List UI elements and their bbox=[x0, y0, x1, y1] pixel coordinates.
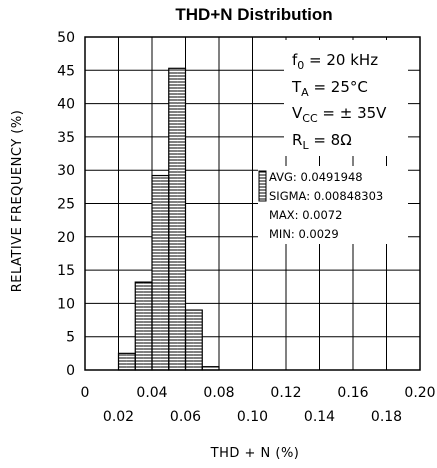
chart-title: THD+N Distribution bbox=[175, 5, 332, 24]
histogram-bar bbox=[126, 353, 136, 370]
x-tick-label: 0 bbox=[81, 385, 90, 401]
x-tick-label: 0.02 bbox=[103, 409, 134, 425]
histogram-bar bbox=[185, 310, 194, 370]
x-tick-label: 0.14 bbox=[304, 409, 335, 425]
x-tick-label: 0.20 bbox=[404, 385, 435, 401]
histogram-bar bbox=[160, 175, 169, 370]
plot-frame bbox=[84, 36, 421, 371]
x-tick-labels: 0 0.04 0.08 0.12 0.16 0.20 0.02 0.06 0.10 0.14 0.1… bbox=[81, 385, 436, 425]
stat-avg: AVG: 0.0491948 bbox=[269, 170, 363, 184]
histogram-bar bbox=[152, 175, 161, 370]
stat-min: MIN: 0.0029 bbox=[269, 227, 339, 241]
histogram-bar bbox=[177, 68, 186, 370]
x-tick-label: 0.18 bbox=[371, 409, 402, 425]
condition-line: VCC = ± 35V bbox=[292, 104, 387, 125]
histogram-bar bbox=[202, 366, 211, 370]
y-tick-label: 30 bbox=[57, 163, 75, 179]
stats-background bbox=[258, 166, 408, 244]
x-tick-label: 0.04 bbox=[136, 385, 167, 401]
y-tick-label: 45 bbox=[57, 63, 75, 79]
histogram-bar bbox=[143, 282, 152, 370]
histogram-bar bbox=[118, 353, 127, 370]
y-tick-label: 35 bbox=[57, 130, 75, 146]
conditions-legend: f0 = 20 kHz TA = 25°C VCC = ± 35V RL = 8Ω AV… bbox=[258, 40, 408, 244]
y-tick-label: 5 bbox=[66, 330, 75, 346]
histogram-bar bbox=[193, 310, 203, 370]
y-tick-label: 10 bbox=[57, 296, 75, 312]
x-axis-label: THD + N (%) bbox=[210, 446, 300, 461]
x-tick-label: 0.06 bbox=[170, 409, 201, 425]
histogram-bars bbox=[117, 67, 220, 371]
y-tick-label: 0 bbox=[66, 363, 75, 379]
y-tick-label: 20 bbox=[57, 230, 75, 246]
stats-swatch bbox=[258, 170, 267, 202]
x-tick-label: 0.16 bbox=[337, 385, 368, 401]
y-tick-label: 40 bbox=[57, 97, 75, 113]
conditions-background bbox=[284, 40, 408, 156]
x-tick-label: 0.08 bbox=[203, 385, 234, 401]
histogram-bar bbox=[210, 366, 219, 370]
y-tick-label: 25 bbox=[57, 197, 75, 213]
condition-line: f0 = 20 kHz bbox=[292, 51, 378, 72]
y-tick-label: 15 bbox=[57, 263, 75, 279]
condition-line: RL = 8Ω bbox=[292, 131, 352, 152]
x-tick-label: 0.10 bbox=[237, 409, 268, 425]
x-tick-label: 0.12 bbox=[270, 385, 301, 401]
histogram-bar bbox=[135, 282, 144, 370]
y-tick-label: 50 bbox=[57, 30, 75, 46]
y-tick-labels: 0 5 10 15 20 25 30 35 40 45 50 bbox=[57, 30, 75, 379]
condition-line: TA = 25°C bbox=[291, 78, 368, 99]
stat-max: MAX: 0.0072 bbox=[269, 208, 342, 222]
histogram-bar bbox=[168, 68, 178, 370]
stat-sigma: SIGMA: 0.00848303 bbox=[269, 189, 383, 203]
y-axis-label: RELATIVE FREQUENCY (%) bbox=[10, 110, 25, 293]
